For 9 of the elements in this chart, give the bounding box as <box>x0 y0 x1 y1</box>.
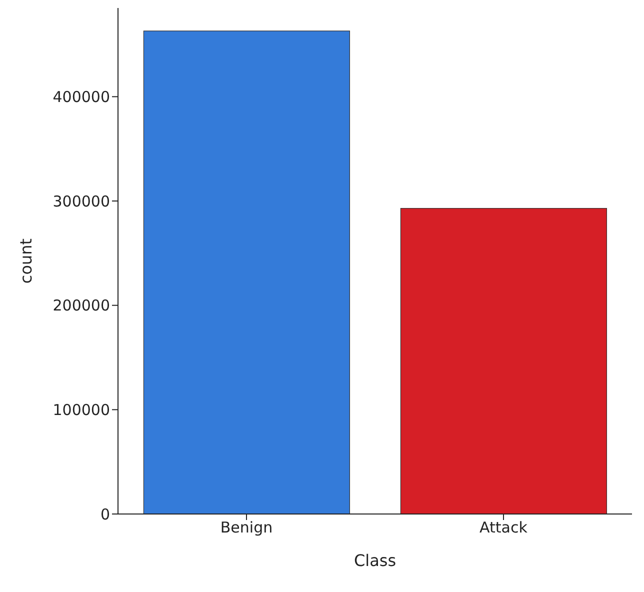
y-tick-label: 400000 <box>52 88 110 106</box>
y-axis-title: count <box>16 238 36 284</box>
y-tick-label: 100000 <box>52 400 110 419</box>
y-tick-label: 300000 <box>52 192 110 210</box>
x-tick-label: Benign <box>220 518 273 537</box>
x-tick-label: Attack <box>480 518 528 537</box>
y-tick-label: 200000 <box>52 296 110 315</box>
y-tick-label: 0 <box>100 505 110 524</box>
x-axis-title: Class <box>354 551 396 570</box>
